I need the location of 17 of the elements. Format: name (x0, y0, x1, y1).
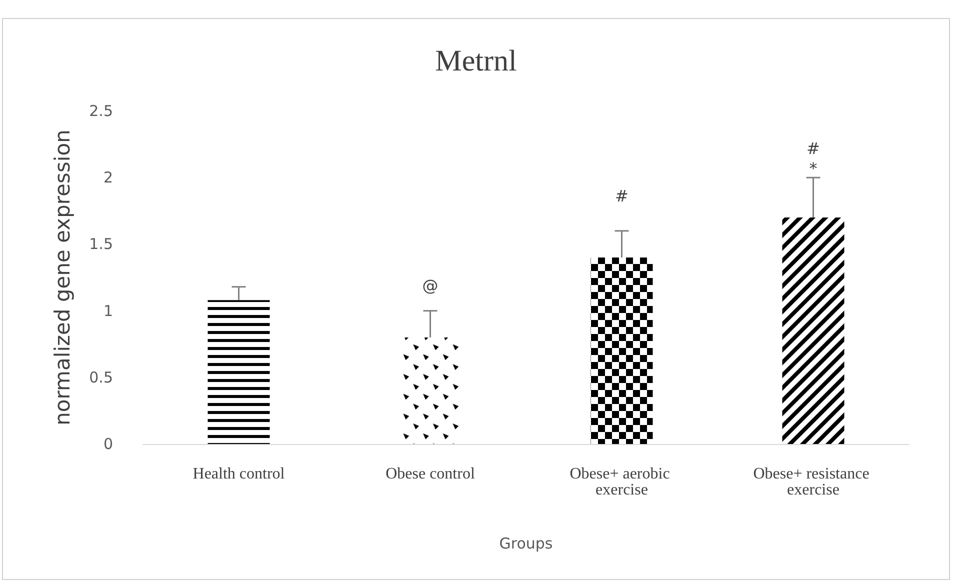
annotation: * (809, 158, 818, 178)
y-tick-label: 2 (103, 168, 113, 187)
chart-title: Metrnl (435, 44, 517, 78)
annotation: # (615, 186, 628, 206)
y-tick-label: 1 (103, 302, 113, 320)
x-tick-label: Health control (192, 466, 286, 482)
y-tick-label: 1.5 (89, 235, 113, 254)
annotation: @ (422, 276, 438, 295)
x-tick-label: Obese control (386, 466, 476, 482)
x-tick-label: Obese+ aerobic exercise (570, 466, 674, 498)
y-axis-title: normalized gene expression (50, 130, 74, 426)
x-tick-label: Obese+ resistance exercise (753, 466, 874, 498)
y-tick-label: 0 (103, 435, 113, 453)
annotation: # (806, 138, 820, 158)
y-tick-label: 2.5 (89, 102, 113, 120)
y-tick-label: 0.5 (89, 368, 113, 386)
x-axis-title: Groups (499, 534, 553, 552)
